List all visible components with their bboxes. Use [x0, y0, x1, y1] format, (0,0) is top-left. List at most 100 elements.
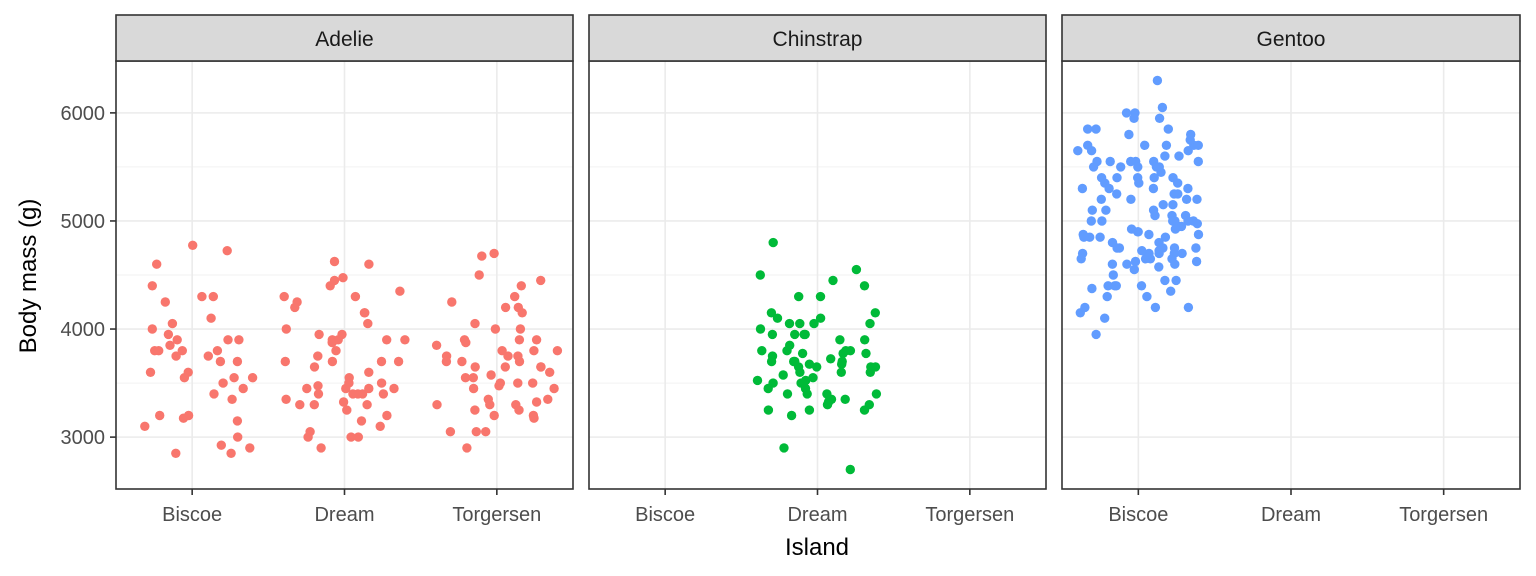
x-tick-label: Biscoe	[1108, 504, 1168, 526]
data-point	[1086, 146, 1097, 156]
data-point	[477, 251, 487, 261]
data-point	[1088, 162, 1099, 172]
data-point	[145, 367, 156, 377]
data-point	[327, 337, 337, 348]
data-point	[859, 405, 870, 415]
data-point	[1191, 256, 1202, 267]
data-point	[460, 373, 471, 383]
data-point	[763, 405, 774, 415]
data-point	[470, 405, 480, 415]
data-point	[232, 416, 243, 426]
data-point	[1168, 200, 1178, 210]
data-point	[468, 373, 478, 383]
data-point	[376, 356, 387, 367]
data-point	[281, 324, 291, 334]
data-point	[1144, 248, 1154, 259]
data-point	[1096, 194, 1107, 204]
data-point	[510, 291, 520, 302]
data-point	[1173, 178, 1183, 188]
data-point	[490, 324, 501, 334]
y-tick-label: 3000	[61, 427, 106, 449]
data-point	[222, 246, 232, 256]
data-point	[140, 421, 150, 431]
data-point	[359, 308, 370, 318]
y-axis-title: Body mass (g)	[15, 199, 42, 354]
data-point	[1126, 194, 1136, 204]
data-point	[1124, 129, 1134, 140]
data-point	[165, 340, 175, 350]
data-point	[471, 427, 481, 437]
x-axis-title: Island	[785, 534, 849, 561]
data-point	[362, 400, 372, 410]
data-point	[1137, 246, 1147, 256]
data-point	[1157, 102, 1168, 113]
data-point	[797, 348, 808, 359]
data-point	[802, 389, 812, 399]
data-point	[1154, 262, 1164, 272]
data-point	[789, 356, 799, 367]
data-point	[766, 308, 777, 318]
data-point	[531, 397, 542, 407]
data-point	[1126, 224, 1137, 234]
data-point	[1126, 156, 1136, 167]
data-point	[772, 313, 783, 323]
facet-strip-label: Chinstrap	[773, 28, 863, 51]
x-tick-label: Torgersen	[1399, 504, 1488, 526]
data-point	[1091, 329, 1101, 340]
data-point	[171, 448, 181, 458]
x-tick-label: Biscoe	[162, 504, 222, 526]
data-point	[468, 383, 479, 394]
data-point	[167, 318, 178, 329]
data-point	[766, 356, 777, 367]
data-point	[1083, 124, 1093, 134]
data-point	[226, 448, 236, 458]
data-point	[313, 381, 323, 391]
data-point	[1077, 183, 1088, 194]
data-point	[445, 427, 456, 437]
data-point	[172, 335, 182, 345]
data-point	[1181, 194, 1192, 204]
data-point	[1171, 275, 1181, 286]
data-point	[1140, 140, 1150, 150]
y-axis: 3000 4000 5000 6000	[61, 103, 116, 449]
data-point	[845, 464, 855, 475]
data-point	[755, 324, 766, 334]
data-point	[171, 351, 181, 361]
data-point	[552, 346, 563, 356]
data-point	[1097, 216, 1107, 226]
data-point	[528, 410, 539, 421]
data-point	[329, 256, 340, 267]
data-point	[768, 237, 778, 248]
data-point	[794, 291, 804, 302]
data-point	[154, 346, 164, 356]
data-point	[1166, 286, 1176, 296]
data-point	[1154, 162, 1165, 172]
facet-panels: Adelie Biscoe Dream Torgersen Chinstrap Bisco…	[115, 14, 1521, 526]
data-point	[1111, 281, 1122, 291]
data-point	[795, 367, 805, 377]
data-point	[835, 335, 845, 345]
data-point	[531, 335, 542, 345]
data-point	[528, 378, 538, 388]
data-point	[786, 410, 797, 421]
data-point	[147, 324, 157, 334]
data-point	[755, 270, 765, 280]
data-point	[757, 346, 767, 356]
data-point	[177, 346, 187, 356]
data-point	[232, 356, 243, 367]
data-point	[1158, 200, 1168, 210]
data-point	[382, 335, 392, 345]
data-point	[1086, 216, 1097, 226]
data-point	[1177, 248, 1187, 259]
data-point	[1193, 156, 1204, 167]
data-point	[223, 335, 233, 345]
data-point	[227, 394, 237, 404]
data-point	[245, 443, 255, 453]
data-point	[1154, 246, 1164, 256]
data-point	[341, 383, 351, 394]
data-point	[543, 394, 553, 404]
data-point	[1192, 219, 1203, 229]
data-point	[1101, 205, 1111, 215]
x-tick-label: Dream	[1261, 504, 1321, 526]
data-point	[461, 337, 471, 348]
